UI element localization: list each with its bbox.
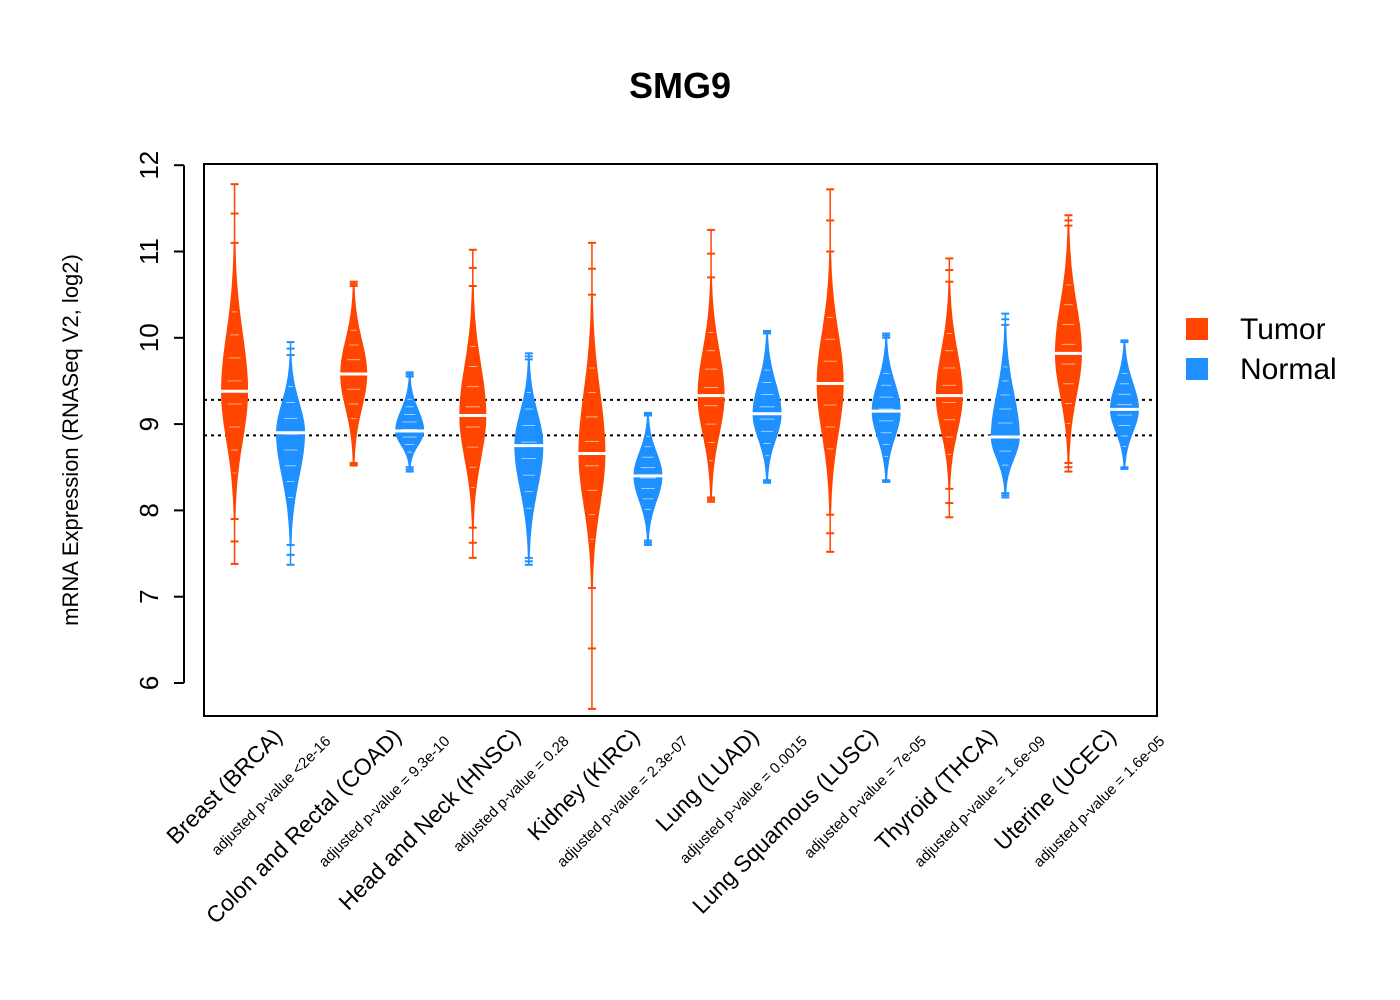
- y-tick-label: 12: [134, 151, 164, 180]
- y-tick-label: 10: [134, 323, 164, 352]
- normal-bean: [629, 411, 666, 546]
- tumor-bean: [455, 248, 490, 559]
- y-tick-label: 9: [134, 417, 164, 431]
- normal-bean: [749, 329, 786, 484]
- y-tick-label: 8: [134, 503, 164, 517]
- tumor-bean: [813, 188, 848, 553]
- normal-bean: [868, 332, 905, 483]
- tumor-bean: [932, 257, 967, 519]
- legend-label: Tumor: [1240, 313, 1326, 346]
- normal-bean: [1106, 339, 1143, 470]
- normal-bean: [510, 352, 547, 566]
- legend-swatch: [1186, 358, 1208, 380]
- tumor-bean: [694, 228, 729, 503]
- tumor-bean: [336, 280, 371, 467]
- legend-label: Normal: [1240, 353, 1337, 386]
- chart-title: SMG9: [629, 65, 731, 106]
- legend: Tumor Normal: [1186, 313, 1337, 386]
- category-label: Lung (LUAD): [650, 723, 763, 836]
- legend-swatch: [1186, 318, 1208, 340]
- category-label: Kidney (KIRC): [522, 723, 644, 845]
- tumor-bean: [217, 183, 252, 565]
- normal-bean: [391, 371, 428, 473]
- tumor-bean: [574, 241, 609, 710]
- y-tick-label: 11: [134, 238, 164, 265]
- y-tick-label: 6: [134, 676, 164, 690]
- normal-bean: [987, 312, 1024, 499]
- tumor-bean: [1051, 214, 1086, 473]
- y-tick-label: 7: [134, 589, 164, 603]
- plot-frame: [203, 163, 1158, 717]
- y-axis-label: mRNA Expression (RNASeq V2, log2): [58, 254, 83, 626]
- normal-bean: [272, 341, 309, 566]
